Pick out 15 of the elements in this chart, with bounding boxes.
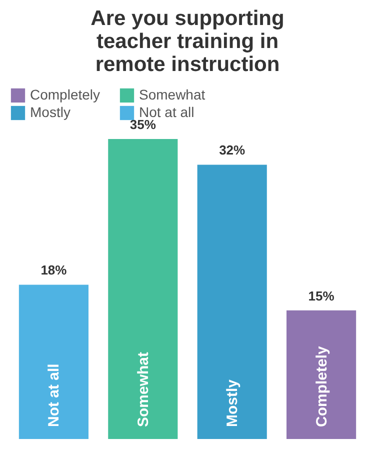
x-tick-label: Somewhat [134,352,152,427]
text: remote instruction [95,53,280,76]
data-label: 15% [308,288,335,304]
data-label: 32% [219,142,246,158]
legend-label: Somewhat [139,86,206,102]
x-tick-label: Completely [313,345,330,427]
text: Are you supporting [90,7,284,30]
text: teacher training in [96,30,279,53]
x-tick-label: Not at all [46,364,63,427]
data-label: 18% [40,262,68,278]
legend-label: Completely [30,86,100,102]
legend-label: Mostly [30,104,70,120]
data-label: 35% [130,117,156,132]
x-tick-label: Mostly [224,378,242,427]
legend-label: Not at all [139,104,194,120]
